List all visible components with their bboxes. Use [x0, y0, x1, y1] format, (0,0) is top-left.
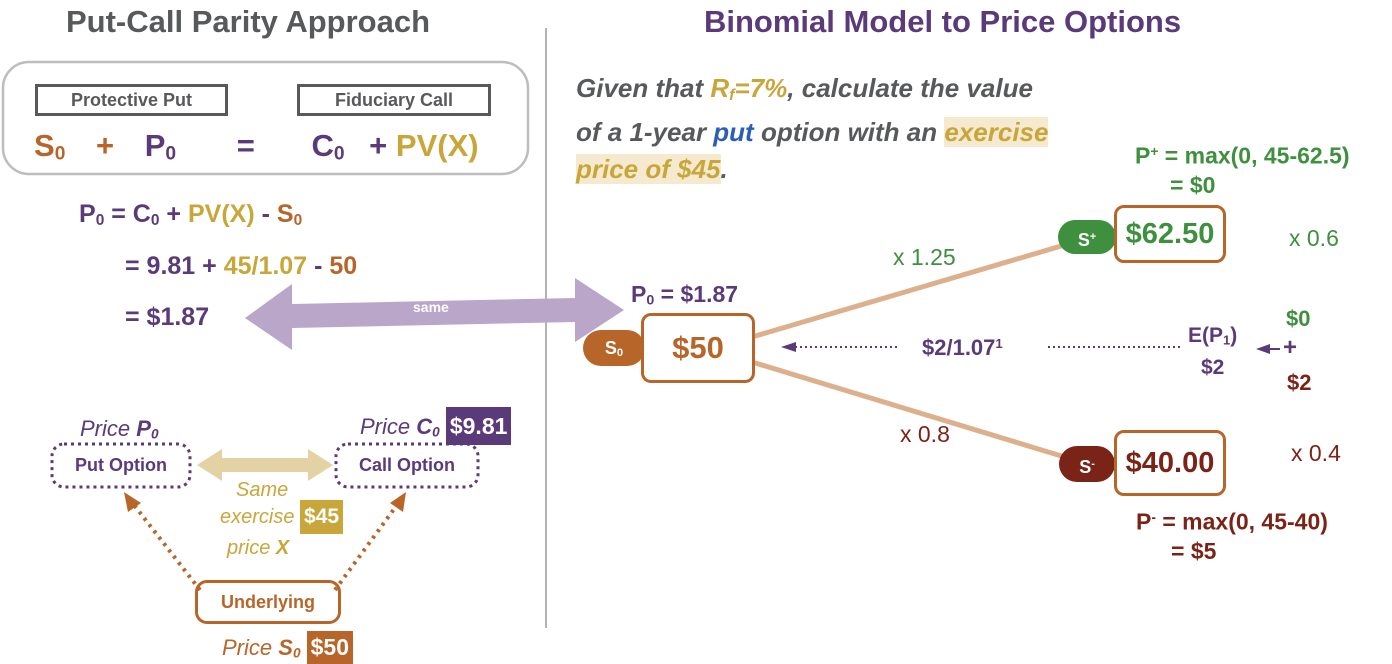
discount-label: $2/1.071 — [922, 335, 1003, 360]
fiduciary-call-label: Fiduciary Call — [297, 84, 491, 116]
underlying-to-put-arrow — [132, 503, 202, 592]
price-p0-label: Price P0 — [80, 416, 159, 442]
exercise-text: exercise — [220, 506, 295, 528]
p-up-formula: P+ = max(0, 45-62.5) = $0 — [1135, 142, 1350, 198]
same-double-arrow — [245, 278, 624, 350]
s0-node-pill: S0 — [583, 330, 645, 366]
eq-plus-2: + — [369, 128, 388, 163]
eq-equals: = — [236, 128, 255, 163]
put-option-box — [50, 442, 192, 489]
up-node-value: $62.50 — [1114, 205, 1226, 263]
question-text: Given that Rf=7%, calculate the value of… — [576, 73, 1049, 184]
sum-bottom-value: $2 — [1287, 370, 1312, 395]
exercise-tag: $45 — [300, 500, 344, 534]
same-text: Same — [236, 479, 289, 501]
discount-arrow-head — [781, 342, 796, 352]
eq-p0: P0 — [144, 128, 177, 165]
eq-plus-1: + — [96, 128, 115, 163]
p-down-formula: P- = max(0, 45-40) = $5 — [1136, 508, 1328, 564]
left-title: Put-Call Parity Approach — [66, 4, 431, 39]
up-node-pill: S+ — [1058, 220, 1116, 254]
up-branch — [751, 241, 1069, 340]
sum-top-value: $0 — [1286, 306, 1311, 331]
calc-line-1: P0 = C0 + PV(X) - S0 — [79, 200, 303, 229]
eq-pvx: PV(X) — [395, 128, 479, 163]
underlying-to-put-arrowhead — [124, 492, 141, 512]
protective-put-label: Protective Put — [35, 84, 228, 116]
down-node-value: $40.00 — [1114, 430, 1226, 496]
price-x-text: price X — [227, 537, 290, 559]
eq-s0: S0 — [34, 128, 66, 165]
eq-c0: C0 — [311, 128, 345, 165]
same-arrow-label: same — [413, 299, 449, 315]
right-title: Binomial Model to Price Options — [704, 4, 1182, 39]
underlying-to-call-arrow — [333, 503, 399, 592]
sum-arrow-head — [1256, 344, 1270, 354]
calc-line-2: = 9.81 + 45/1.07 - 50 — [125, 252, 358, 280]
sum-plus: + — [1283, 334, 1298, 361]
down-factor: x 0.8 — [900, 421, 950, 447]
exercise-text-row: exercise $45 — [220, 500, 344, 534]
p0-result-label: P0 = $1.87 — [631, 281, 739, 309]
underlying-box: Underlying — [195, 580, 341, 624]
price-s0-tag: $50 — [306, 631, 354, 664]
price-c0-tag: $9.81 — [445, 407, 512, 445]
put-option-label: Put Option — [75, 455, 167, 475]
call-option-box — [334, 442, 480, 489]
down-probability: x 0.4 — [1291, 440, 1341, 466]
parity-equation: S0 + P0 = C0 + PV(X) — [34, 128, 479, 165]
parity-equation-panel — [1, 60, 530, 176]
up-probability: x 0.6 — [1289, 225, 1339, 251]
call-option-label: Call Option — [359, 455, 455, 475]
price-c0-label: Price C0 $9.81 — [360, 407, 512, 445]
down-branch — [751, 359, 1069, 461]
down-node-pill: S- — [1059, 446, 1115, 482]
s0-node-value: $50 — [641, 313, 755, 383]
price-s0-label: Price S0 $50 — [222, 631, 354, 664]
calc-line-3: = $1.87 — [125, 303, 210, 331]
underlying-to-call-arrowhead — [390, 492, 406, 512]
expected-payoff: E(P1) $2 — [1188, 324, 1238, 380]
up-factor: x 1.25 — [893, 244, 956, 270]
same-exercise-double-arrow — [197, 449, 333, 481]
